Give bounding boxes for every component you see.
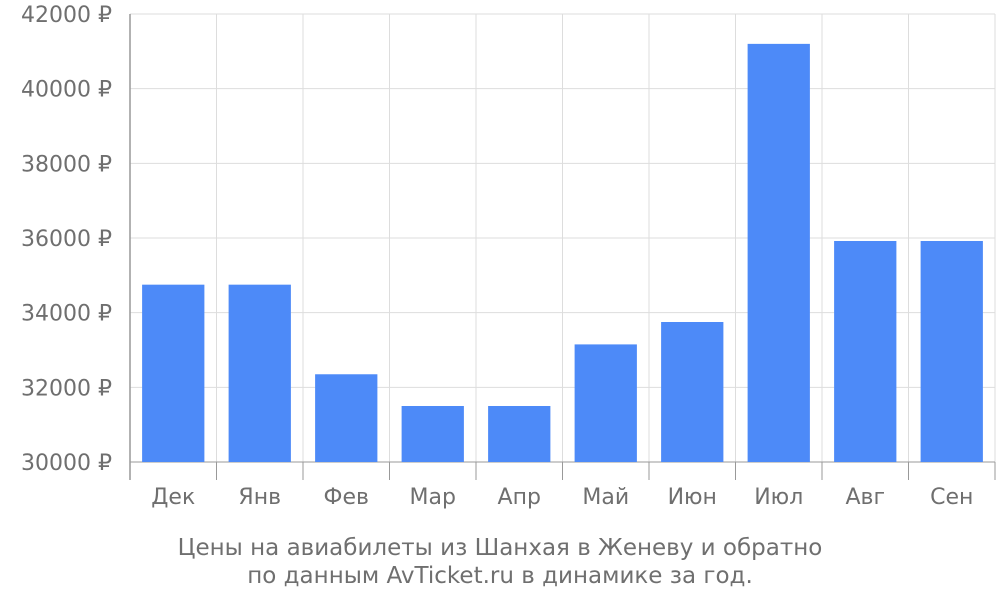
- y-tick-label: 38000 ₽: [21, 152, 112, 177]
- x-tick-label: Янв: [238, 485, 281, 510]
- bar-2: [228, 284, 291, 462]
- x-tick-label: Май: [582, 485, 629, 510]
- x-tick-label: Фев: [324, 485, 369, 510]
- y-tick-label: 32000 ₽: [21, 376, 112, 401]
- y-tick-label: 34000 ₽: [21, 302, 112, 327]
- x-tick-label: Июл: [754, 485, 803, 510]
- bar-9: [834, 240, 897, 462]
- x-tick-label: Апр: [498, 485, 541, 510]
- bar-5: [488, 406, 551, 462]
- y-tick-label: 30000 ₽: [21, 451, 112, 476]
- chart-caption-line-1: Цены на авиабилеты из Шанхая в Женеву и …: [177, 535, 823, 561]
- bar-8: [747, 43, 810, 462]
- y-tick-label: 40000 ₽: [21, 78, 112, 103]
- bar-chart: 30000 ₽ 32000 ₽ 34000 ₽ 36000 ₽ 38000 ₽ 40000…: [21, 3, 996, 510]
- x-tick-label: Сен: [930, 485, 973, 510]
- x-tick-label: Мар: [410, 485, 456, 510]
- bar-7: [661, 322, 724, 462]
- bar-3: [315, 374, 378, 462]
- bar-4: [401, 406, 464, 462]
- y-tick-label: 42000 ₽: [21, 3, 112, 28]
- bar-6: [574, 344, 637, 462]
- x-tick-label: Авг: [845, 485, 885, 510]
- x-tick-label: Июн: [668, 485, 717, 510]
- chart-caption-line-2: по данным AvTicket.ru в динамике за год.: [247, 563, 753, 589]
- bar-1: [142, 284, 205, 462]
- y-tick-label: 36000 ₽: [21, 227, 112, 252]
- x-tick-label: Дек: [151, 485, 195, 510]
- bar-10: [920, 240, 983, 462]
